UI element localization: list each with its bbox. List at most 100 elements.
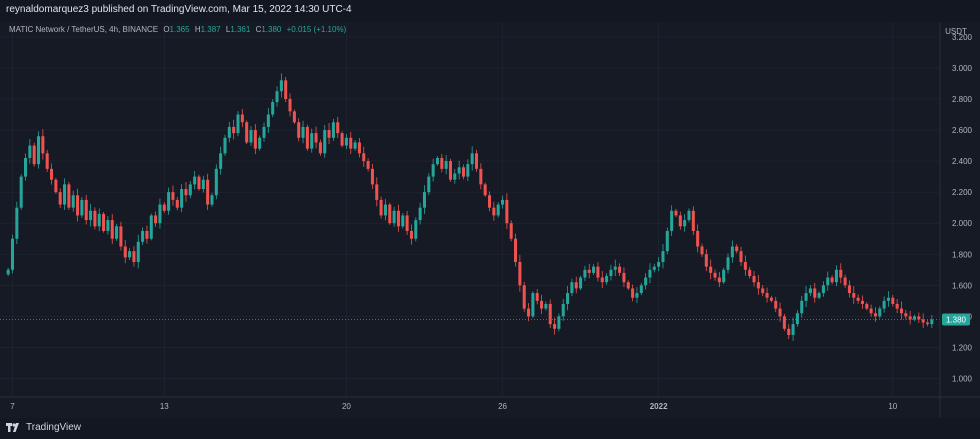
y-tick-label: 1.600	[952, 281, 973, 290]
candle-body	[440, 157, 444, 169]
candle	[587, 263, 591, 279]
candle-body	[32, 145, 36, 165]
close-label: C	[255, 25, 262, 34]
brand[interactable]: TradingView	[6, 422, 81, 433]
candle-body	[37, 136, 41, 165]
candle	[878, 306, 882, 319]
candle	[930, 315, 934, 329]
candle	[232, 119, 236, 140]
candle-body	[405, 215, 409, 231]
candle-body	[600, 277, 604, 283]
candle-body	[76, 195, 80, 216]
candle-body	[869, 308, 873, 314]
x-tick-label: 20	[342, 402, 351, 411]
candle-body	[123, 246, 127, 258]
candle-body	[726, 257, 730, 270]
candle-body	[826, 277, 830, 286]
candle-body	[505, 199, 509, 224]
candle	[444, 155, 448, 175]
candle	[180, 184, 184, 213]
candle-body	[132, 251, 136, 263]
candle	[557, 313, 561, 332]
candle	[318, 139, 322, 156]
candle	[162, 202, 166, 213]
candle	[305, 124, 309, 151]
candle	[171, 185, 175, 206]
candle	[496, 202, 500, 218]
candle	[474, 149, 479, 172]
candle	[54, 177, 58, 194]
candle	[128, 248, 132, 260]
y-tick-label: 2.800	[952, 95, 973, 104]
chart-area[interactable]: 3.200 3.000 2.800 2.600 2.400 2.200 2.000 1.800…	[0, 22, 980, 418]
candle	[379, 196, 383, 219]
candle-body	[527, 308, 531, 317]
candle-body	[388, 204, 392, 224]
last-price-label: 1.380	[946, 315, 967, 324]
candle	[201, 175, 205, 193]
candle	[657, 257, 661, 272]
candle-body	[110, 220, 114, 239]
candle	[787, 324, 791, 340]
candle-body	[501, 199, 505, 205]
candle	[847, 280, 851, 298]
candle	[383, 199, 387, 221]
candle-body	[795, 313, 799, 325]
candle	[275, 86, 279, 107]
candle-body	[136, 241, 140, 263]
candle	[115, 223, 119, 241]
candle	[661, 244, 665, 269]
candle-body	[93, 210, 97, 227]
candle-body	[566, 293, 570, 304]
candle-body	[800, 300, 804, 314]
candle	[808, 284, 812, 297]
candle	[648, 263, 652, 284]
candle-body	[518, 262, 522, 286]
candle-body	[908, 316, 912, 320]
candle-body	[479, 168, 483, 185]
candle	[106, 216, 110, 235]
candle	[765, 287, 769, 303]
candle-body	[921, 319, 925, 323]
candle	[154, 211, 158, 227]
candle	[531, 291, 535, 319]
candle-body	[852, 293, 856, 298]
candle	[553, 317, 557, 335]
candle-body	[141, 230, 145, 242]
candlestick-chart[interactable]: 3.200 3.000 2.800 2.600 2.400 2.200 2.000 1.800…	[0, 22, 980, 418]
x-tick-label: 10	[888, 402, 897, 411]
candle	[93, 207, 97, 230]
candle	[440, 154, 444, 173]
candle	[921, 313, 925, 328]
candle-body	[761, 288, 765, 294]
candle	[97, 208, 101, 232]
candle-body	[331, 122, 335, 138]
candle-body	[336, 122, 340, 134]
candle	[730, 240, 734, 263]
candle	[865, 302, 869, 311]
candle	[223, 134, 227, 156]
high-label: H	[194, 25, 201, 34]
candle-body	[592, 266, 596, 273]
candle-body	[873, 313, 877, 317]
candle	[297, 118, 301, 142]
candle-body	[444, 161, 448, 169]
candle	[505, 193, 509, 230]
candle	[834, 265, 838, 287]
candle	[722, 267, 726, 284]
candle-body	[383, 204, 387, 216]
candle	[609, 264, 613, 281]
candle	[912, 314, 917, 322]
candle-body	[522, 285, 526, 309]
candle-body	[158, 204, 162, 224]
candle	[50, 163, 54, 185]
candle	[644, 273, 648, 290]
candle-body	[167, 192, 171, 211]
candle-body	[548, 303, 552, 325]
candle	[566, 286, 570, 311]
candle-body	[279, 80, 283, 92]
candle-body	[63, 184, 67, 205]
candle-body	[310, 133, 314, 149]
candle-body	[232, 126, 236, 134]
candle	[713, 269, 717, 281]
